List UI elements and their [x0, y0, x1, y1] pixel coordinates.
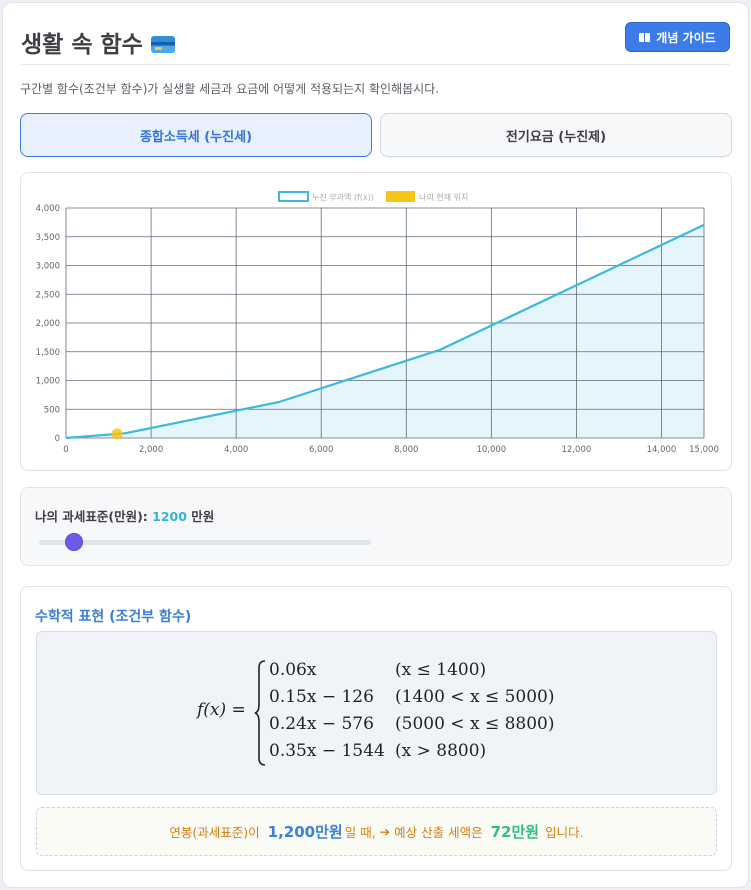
concept-guide-button[interactable]: 개념 가이드: [625, 22, 730, 52]
y-tick-label: 2,500: [36, 290, 60, 300]
slider-label-text: 나의 과세표준(만원):: [35, 509, 148, 524]
case-condition: (x ≤ 1400): [395, 660, 487, 680]
formula-box: f(x) = 0.06x (x ≤ 1400) 0.15x − 126 (140…: [36, 631, 717, 795]
x-tick-label: 4,000: [224, 445, 248, 455]
math-panel: 수학적 표현 (조건부 함수) f(x) = 0.06x (x ≤ 1400) …: [20, 586, 732, 871]
result-box: 연봉(과세표준)이 1,200만원 일 때, ➔ 예상 산출 세액은 72만원 …: [36, 807, 717, 856]
tab-income-tax[interactable]: 종합소득세 (누진세): [20, 113, 372, 157]
result-middle2: 예상 산출 세액은: [394, 825, 483, 840]
header: 생활 속 함수 개념 가이드: [21, 21, 730, 65]
cases-brace: [254, 660, 266, 766]
slider-value: 1200: [152, 509, 187, 524]
result-income: 1,200만원: [267, 823, 343, 841]
x-tick-label: 2,000: [139, 445, 163, 455]
slider-panel: 나의 과세표준(만원): 1200 만원: [20, 487, 732, 566]
y-tick-label: 3,500: [36, 233, 60, 243]
y-tick-label: 1,500: [36, 348, 60, 358]
slider-label: 나의 과세표준(만원): 1200 만원: [35, 506, 214, 525]
page-description: 구간별 함수(조건부 함수)가 실생활 세금과 요금에 어떻게 적용되는지 확인…: [20, 82, 440, 96]
income-slider[interactable]: [39, 533, 371, 551]
y-tick-label: 1,000: [36, 377, 60, 387]
tab-electricity[interactable]: 전기요금 (누진제): [380, 113, 732, 157]
chart-panel: 0 2,000 4,000 6,000 8,000 10,000 12,000 14,000 1…: [20, 172, 732, 471]
case-expression: 0.35x − 1544: [269, 741, 385, 761]
result-middle: 일 때,: [344, 825, 376, 840]
slider-thumb[interactable]: [64, 533, 83, 551]
x-tick-label: 15,000: [689, 445, 719, 455]
case-condition: (5000 < x ≤ 8800): [395, 714, 555, 734]
current-position-point: [111, 428, 123, 440]
x-tick-label: 12,000: [562, 445, 592, 455]
formula-lhs: f(x) =: [197, 700, 246, 720]
legend-swatch-position: [386, 191, 415, 202]
math-title: 수학적 표현 (조건부 함수): [35, 609, 192, 625]
page-title: 생활 속 함수: [21, 25, 175, 59]
tab-bar: 종합소득세 (누진세) 전기요금 (누진제): [20, 113, 732, 157]
case-expression: 0.15x − 126: [269, 687, 374, 707]
x-tick-label: 6,000: [309, 445, 333, 455]
y-tick-label: 500: [44, 405, 60, 415]
case-expression: 0.24x − 576: [269, 714, 374, 734]
slider-unit: 만원: [191, 509, 215, 524]
legend-label-position: 나의 현재 위치: [419, 192, 468, 202]
case-condition: (1400 < x ≤ 5000): [395, 687, 555, 707]
result-prefix: 연봉(과세표준)이: [169, 825, 260, 840]
y-tick-label: 4,000: [36, 204, 60, 214]
arrow-icon: ➔: [379, 824, 391, 839]
page-title-text: 생활 속 함수: [21, 32, 143, 58]
case-condition: (x > 8800): [395, 741, 487, 761]
legend-swatch-tax: [278, 191, 309, 202]
result-suffix: 입니다.: [545, 825, 584, 840]
y-tick-label: 3,000: [36, 262, 60, 272]
chart-area-fill: [66, 224, 704, 438]
x-tick-label: 14,000: [647, 445, 677, 455]
tax-chart: 0 2,000 4,000 6,000 8,000 10,000 12,000 14,000 1…: [36, 191, 719, 455]
x-tick-label: 0: [63, 445, 68, 455]
y-tick-label: 0: [55, 434, 60, 444]
x-tick-label: 8,000: [394, 445, 418, 455]
book-icon: [639, 32, 651, 42]
concept-guide-button-label: 개념 가이드: [656, 30, 716, 45]
y-tick-label: 2,000: [36, 319, 60, 329]
result-tax: 72만원: [490, 823, 540, 841]
legend-label-tax: 누진 부과액 (f(x)): [312, 192, 374, 202]
x-tick-label: 10,000: [476, 445, 506, 455]
series-line-tax: [65, 223, 705, 440]
case-expression: 0.06x: [269, 660, 317, 680]
credit-card-icon: [150, 35, 175, 53]
chart-legend: 누진 부과액 (f(x)) 나의 현재 위치: [278, 191, 468, 202]
